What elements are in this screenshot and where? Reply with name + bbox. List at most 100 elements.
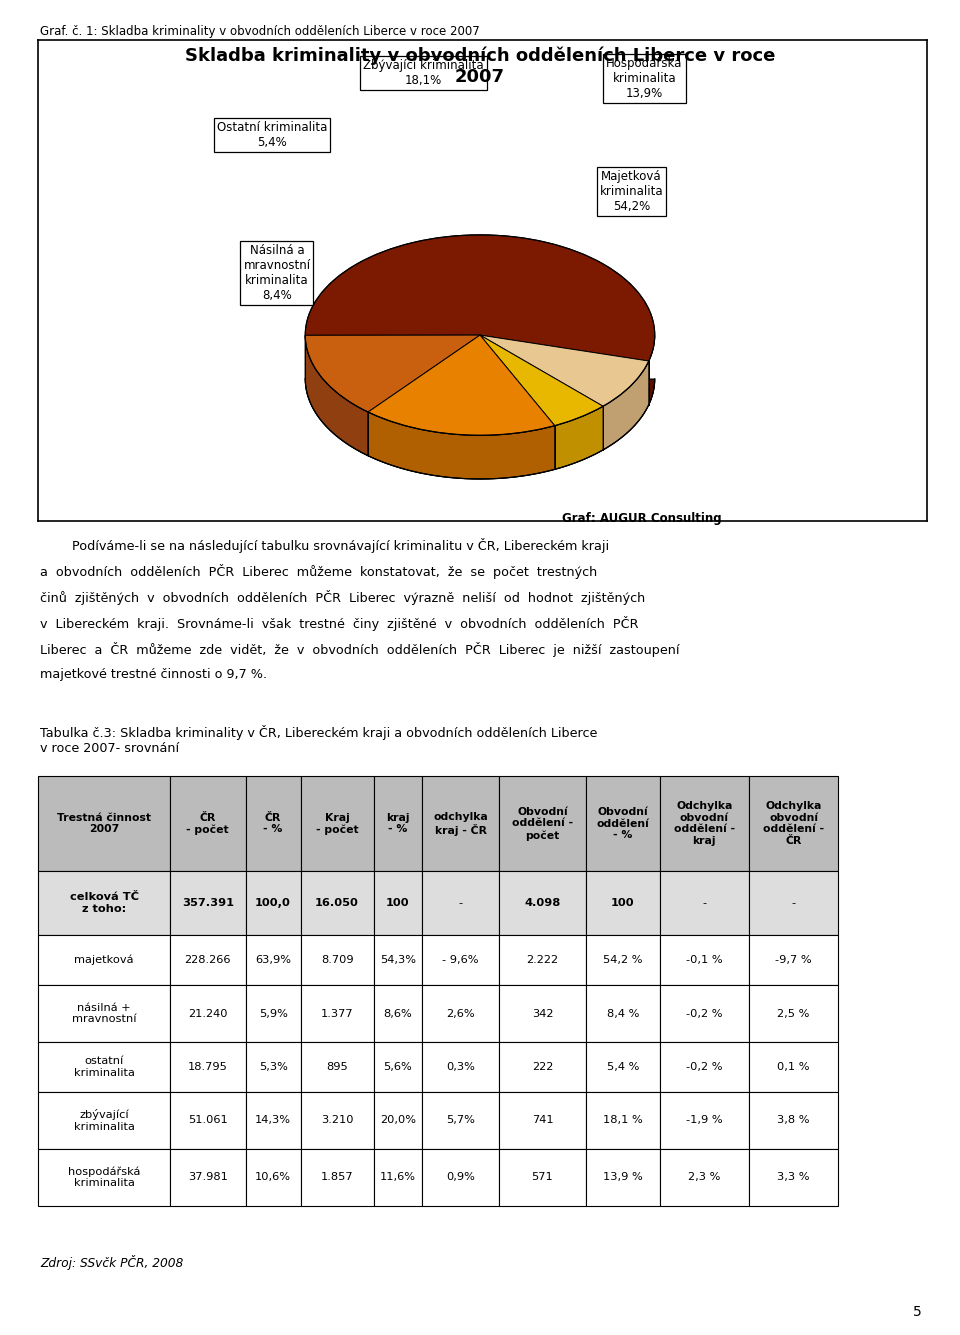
- Text: 3,8 %: 3,8 %: [778, 1115, 810, 1125]
- Text: -9,7 %: -9,7 %: [776, 955, 812, 965]
- Text: 2,5 %: 2,5 %: [778, 1008, 809, 1019]
- Bar: [246, 985, 300, 1043]
- Text: -0,1 %: -0,1 %: [685, 955, 723, 965]
- Bar: [586, 872, 660, 936]
- Text: násilná +
mravnostní: násilná + mravnostní: [72, 1003, 136, 1024]
- Bar: [749, 776, 838, 872]
- Text: -: -: [702, 898, 707, 908]
- Bar: [373, 936, 422, 985]
- Text: v  Libereckém  kraji.  Srovnáme-li  však  trestné  činy  zjištěné  v  obvodních : v Libereckém kraji. Srovnáme-li však tre…: [40, 617, 638, 631]
- Text: celková TČ
z toho:: celková TČ z toho:: [70, 892, 138, 914]
- Text: zbývající
kriminalita: zbývající kriminalita: [74, 1109, 134, 1132]
- Bar: [660, 1043, 749, 1092]
- Bar: [586, 936, 660, 985]
- Bar: [749, 936, 838, 985]
- Bar: [586, 1043, 660, 1092]
- Bar: [373, 1092, 422, 1149]
- Text: 18.795: 18.795: [188, 1061, 228, 1072]
- Text: 571: 571: [532, 1172, 553, 1183]
- Bar: [38, 872, 170, 936]
- Bar: [38, 1043, 170, 1092]
- Bar: [300, 872, 373, 936]
- Bar: [422, 776, 499, 872]
- Bar: [499, 1092, 586, 1149]
- Bar: [170, 1043, 246, 1092]
- Bar: [38, 985, 170, 1043]
- Bar: [373, 872, 422, 936]
- Text: a  obvodních  odděleních  PČR  Liberec  můžeme  konstatovat,  že  se  počet  tre: a obvodních odděleních PČR Liberec můžem…: [40, 563, 597, 579]
- Bar: [422, 872, 499, 936]
- Text: 100,0: 100,0: [255, 898, 291, 908]
- Text: 16.050: 16.050: [315, 898, 359, 908]
- Text: Trestná činnost
2007: Trestná činnost 2007: [58, 813, 151, 834]
- Text: 51.061: 51.061: [188, 1115, 228, 1125]
- Bar: [660, 776, 749, 872]
- Bar: [422, 985, 499, 1043]
- Text: 100: 100: [612, 898, 635, 908]
- Text: 895: 895: [326, 1061, 348, 1072]
- Bar: [300, 1043, 373, 1092]
- Bar: [586, 985, 660, 1043]
- Bar: [38, 776, 170, 872]
- Bar: [170, 1149, 246, 1206]
- Bar: [246, 872, 300, 936]
- Text: 228.266: 228.266: [184, 955, 231, 965]
- Text: ČR
- počet: ČR - počet: [186, 813, 229, 834]
- Bar: [300, 1149, 373, 1206]
- Bar: [586, 1149, 660, 1206]
- Text: 5,4 %: 5,4 %: [607, 1061, 639, 1072]
- Text: 5,3%: 5,3%: [258, 1061, 288, 1072]
- Text: 8.709: 8.709: [321, 955, 353, 965]
- Bar: [246, 776, 300, 872]
- Text: odchylka
kraj - ČR: odchylka kraj - ČR: [433, 812, 488, 836]
- Text: 357.391: 357.391: [181, 898, 233, 908]
- Text: Graf. č. 1: Skladba kriminality v obvodních odděleních Liberce v roce 2007: Graf. č. 1: Skladba kriminality v obvodn…: [40, 25, 480, 39]
- Text: 21.240: 21.240: [188, 1008, 228, 1019]
- Bar: [499, 936, 586, 985]
- Bar: [749, 1092, 838, 1149]
- Text: kraj
- %: kraj - %: [386, 813, 410, 834]
- Polygon shape: [305, 235, 655, 360]
- Bar: [499, 872, 586, 936]
- Text: Zbývající kriminalita
18,1%: Zbývající kriminalita 18,1%: [363, 59, 484, 87]
- Text: Odchylka
obvodní
oddělení -
ČR: Odchylka obvodní oddělení - ČR: [763, 801, 824, 846]
- Text: 2.222: 2.222: [526, 955, 559, 965]
- Bar: [749, 1149, 838, 1206]
- Text: 8,4 %: 8,4 %: [607, 1008, 639, 1019]
- Text: 5,9%: 5,9%: [258, 1008, 288, 1019]
- Bar: [499, 1043, 586, 1092]
- Bar: [749, 1043, 838, 1092]
- Text: 342: 342: [532, 1008, 553, 1019]
- Bar: [38, 936, 170, 985]
- Bar: [170, 776, 246, 872]
- Bar: [422, 936, 499, 985]
- Text: 63,9%: 63,9%: [255, 955, 291, 965]
- Text: Obvodní
oddělení
- %: Obvodní oddělení - %: [596, 808, 649, 840]
- Text: ČR
- %: ČR - %: [263, 813, 283, 834]
- Bar: [373, 1149, 422, 1206]
- Text: 0,9%: 0,9%: [446, 1172, 475, 1183]
- Text: Skladba kriminality v obvodních odděleních Liberce v roce
2007: Skladba kriminality v obvodních oddělení…: [185, 47, 775, 85]
- Polygon shape: [368, 335, 555, 435]
- Text: -1,9 %: -1,9 %: [685, 1115, 723, 1125]
- Text: ostatní
kriminalita: ostatní kriminalita: [74, 1056, 134, 1077]
- Text: činů  zjištěných  v  obvodních  odděleních  PČR  Liberec  výrazně  neliší  od  h: činů zjištěných v obvodních odděleních P…: [40, 590, 645, 605]
- Text: 100: 100: [386, 898, 410, 908]
- Text: 1.857: 1.857: [321, 1172, 353, 1183]
- Text: 5,7%: 5,7%: [446, 1115, 475, 1125]
- Polygon shape: [305, 335, 655, 405]
- Text: Graf: AUGUR Consulting: Graf: AUGUR Consulting: [562, 513, 722, 525]
- Bar: [586, 1092, 660, 1149]
- Bar: [246, 1043, 300, 1092]
- Text: 54,3%: 54,3%: [380, 955, 416, 965]
- Text: Tabulka č.3: Skladba kriminality v ČR, Libereckém kraji a obvodních odděleních L: Tabulka č.3: Skladba kriminality v ČR, L…: [40, 725, 598, 756]
- Text: Liberec  a  ČR  můžeme  zde  vidět,  že  v  obvodních  odděleních  PČR  Liberec : Liberec a ČR můžeme zde vidět, že v obvo…: [40, 642, 680, 657]
- Bar: [499, 985, 586, 1043]
- Text: Násilná a
mravnostní
kriminalita
8,4%: Násilná a mravnostní kriminalita 8,4%: [244, 244, 310, 303]
- Bar: [300, 936, 373, 985]
- Text: -: -: [791, 898, 796, 908]
- Text: 0,3%: 0,3%: [446, 1061, 475, 1072]
- Text: 222: 222: [532, 1061, 553, 1072]
- Text: 5: 5: [913, 1306, 922, 1319]
- Bar: [373, 1043, 422, 1092]
